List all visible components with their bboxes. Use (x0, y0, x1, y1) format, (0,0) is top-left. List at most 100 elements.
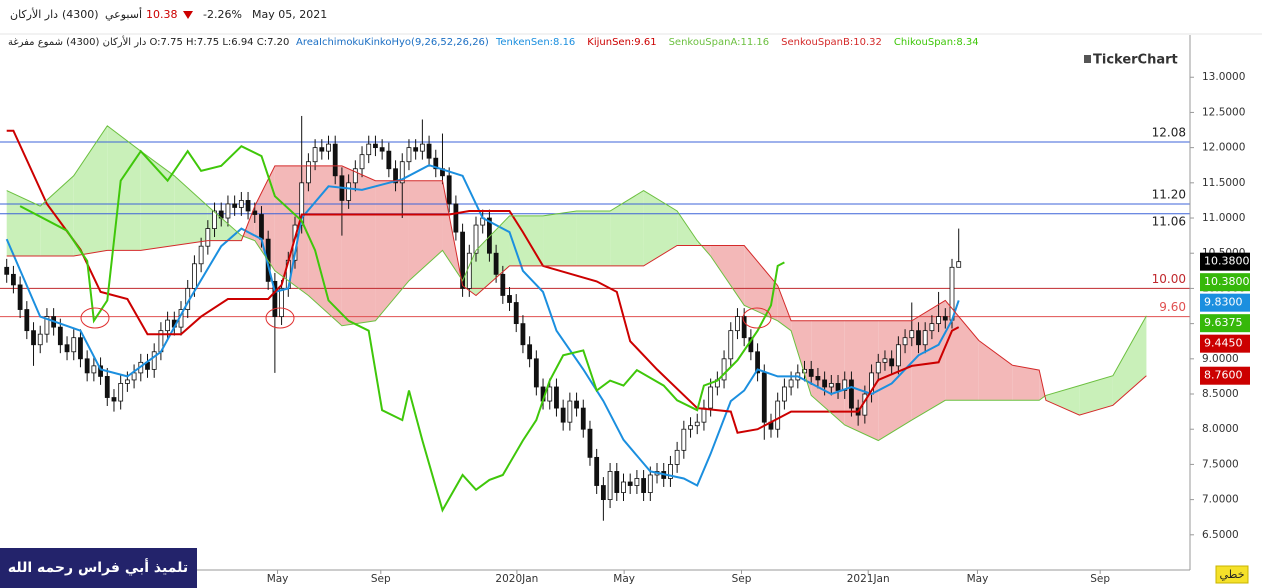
candle-body (426, 143, 432, 159)
stock-name: دار الأركان (10, 7, 58, 21)
candle-body (346, 182, 352, 201)
candle-body (279, 288, 284, 317)
y-tick-label: 8.5000 (1202, 388, 1239, 400)
indicator-line (6, 165, 1147, 416)
level-label: 12.08 (1152, 126, 1186, 140)
level-label: 9.60 (1159, 300, 1186, 314)
y-tick-label: 11.5000 (1202, 177, 1245, 189)
cloud (375, 180, 409, 321)
signal-circle (742, 307, 772, 329)
candle-body (399, 161, 405, 184)
price-tag (1200, 293, 1250, 312)
candle-body (527, 344, 533, 360)
candle-body (822, 379, 828, 388)
candle-body (694, 421, 700, 427)
y-tick-label: 9.0000 (1202, 353, 1239, 365)
candle-body (902, 337, 908, 346)
candle-body (98, 365, 103, 377)
candle-body (554, 386, 559, 409)
cloud (140, 151, 175, 251)
candle-body (567, 400, 573, 423)
candle-body (828, 383, 834, 388)
candle-body (460, 231, 465, 289)
line-button-label[interactable]: خطي (1220, 568, 1245, 581)
indicator-line (6, 125, 1147, 442)
x-tick-label: Sep (1090, 573, 1110, 585)
cloud (610, 190, 644, 266)
cloud (341, 165, 376, 326)
candle-body (735, 316, 740, 332)
candle-body (728, 330, 734, 360)
candle-body (487, 217, 492, 254)
candle-body (31, 330, 36, 346)
candle-body (406, 147, 412, 163)
candle-body (64, 344, 70, 353)
cloud (978, 340, 1013, 401)
candle-body (781, 386, 787, 402)
cloud (777, 285, 792, 331)
candle-body (956, 261, 962, 268)
line-button[interactable] (1215, 565, 1249, 584)
candle-body (922, 330, 928, 346)
x-tick-label: May (267, 573, 289, 585)
candle-body (124, 379, 130, 384)
candle-body (909, 330, 915, 339)
candle-body (647, 474, 653, 493)
cloud (945, 300, 979, 401)
level-label: 10.00 (1152, 272, 1186, 286)
candle-body (641, 478, 647, 493)
candle-body (104, 376, 110, 398)
y-tick-label: 7.5000 (1202, 458, 1239, 470)
candle-body (594, 456, 600, 486)
legend-entry: SenkouSpanB:10.32 (781, 37, 882, 48)
candle-body (466, 252, 472, 289)
candle-body (668, 464, 673, 479)
logo: TickerChart (1084, 53, 1178, 68)
price: 10.38 (146, 8, 178, 21)
cloud (643, 190, 678, 266)
logo-text: TickerChart (1093, 53, 1178, 68)
candle-body (533, 358, 539, 388)
logo-icon (1084, 55, 1091, 63)
candle-body (587, 428, 593, 458)
candle-body (849, 379, 854, 409)
candle-body (627, 481, 633, 486)
candle-body (600, 485, 606, 501)
candle-body (708, 386, 714, 409)
cloud (476, 215, 510, 296)
footer-text: تلميذ أبي فراس رحمه الله (8, 558, 188, 576)
cloud (73, 125, 108, 257)
candle-body (272, 280, 278, 317)
candle-body (379, 147, 385, 152)
candle-body (352, 168, 358, 184)
candle-body (889, 358, 895, 367)
candle-body (118, 383, 124, 402)
candle-body (895, 344, 901, 367)
candle-body (621, 481, 626, 493)
plot-area (0, 115, 1190, 521)
period: أسبوعي (105, 7, 142, 21)
cloud (744, 245, 778, 321)
signal-circle (80, 307, 110, 329)
candle-body (225, 203, 231, 219)
candle-body (17, 284, 23, 310)
candle-body (547, 386, 553, 402)
cloud (811, 320, 845, 425)
candle-body (614, 471, 620, 493)
candle-body (875, 361, 881, 374)
price-tag-label: 9.8300 (1204, 296, 1243, 309)
candle-body (808, 368, 814, 377)
price-tag-label: 9.6375 (1204, 316, 1243, 329)
candle-body (701, 407, 707, 423)
candle-body (755, 351, 760, 374)
candle-body (500, 273, 506, 296)
candle-body (473, 224, 479, 254)
candle-body (775, 400, 781, 430)
x-tick-label: Sep (371, 573, 391, 585)
price-tag-label: 10.3800 (1204, 275, 1250, 288)
candle-body (507, 295, 512, 303)
candle-body (433, 157, 439, 170)
candle-body (232, 203, 238, 208)
candle-body (84, 358, 90, 374)
down-arrow (183, 11, 193, 19)
